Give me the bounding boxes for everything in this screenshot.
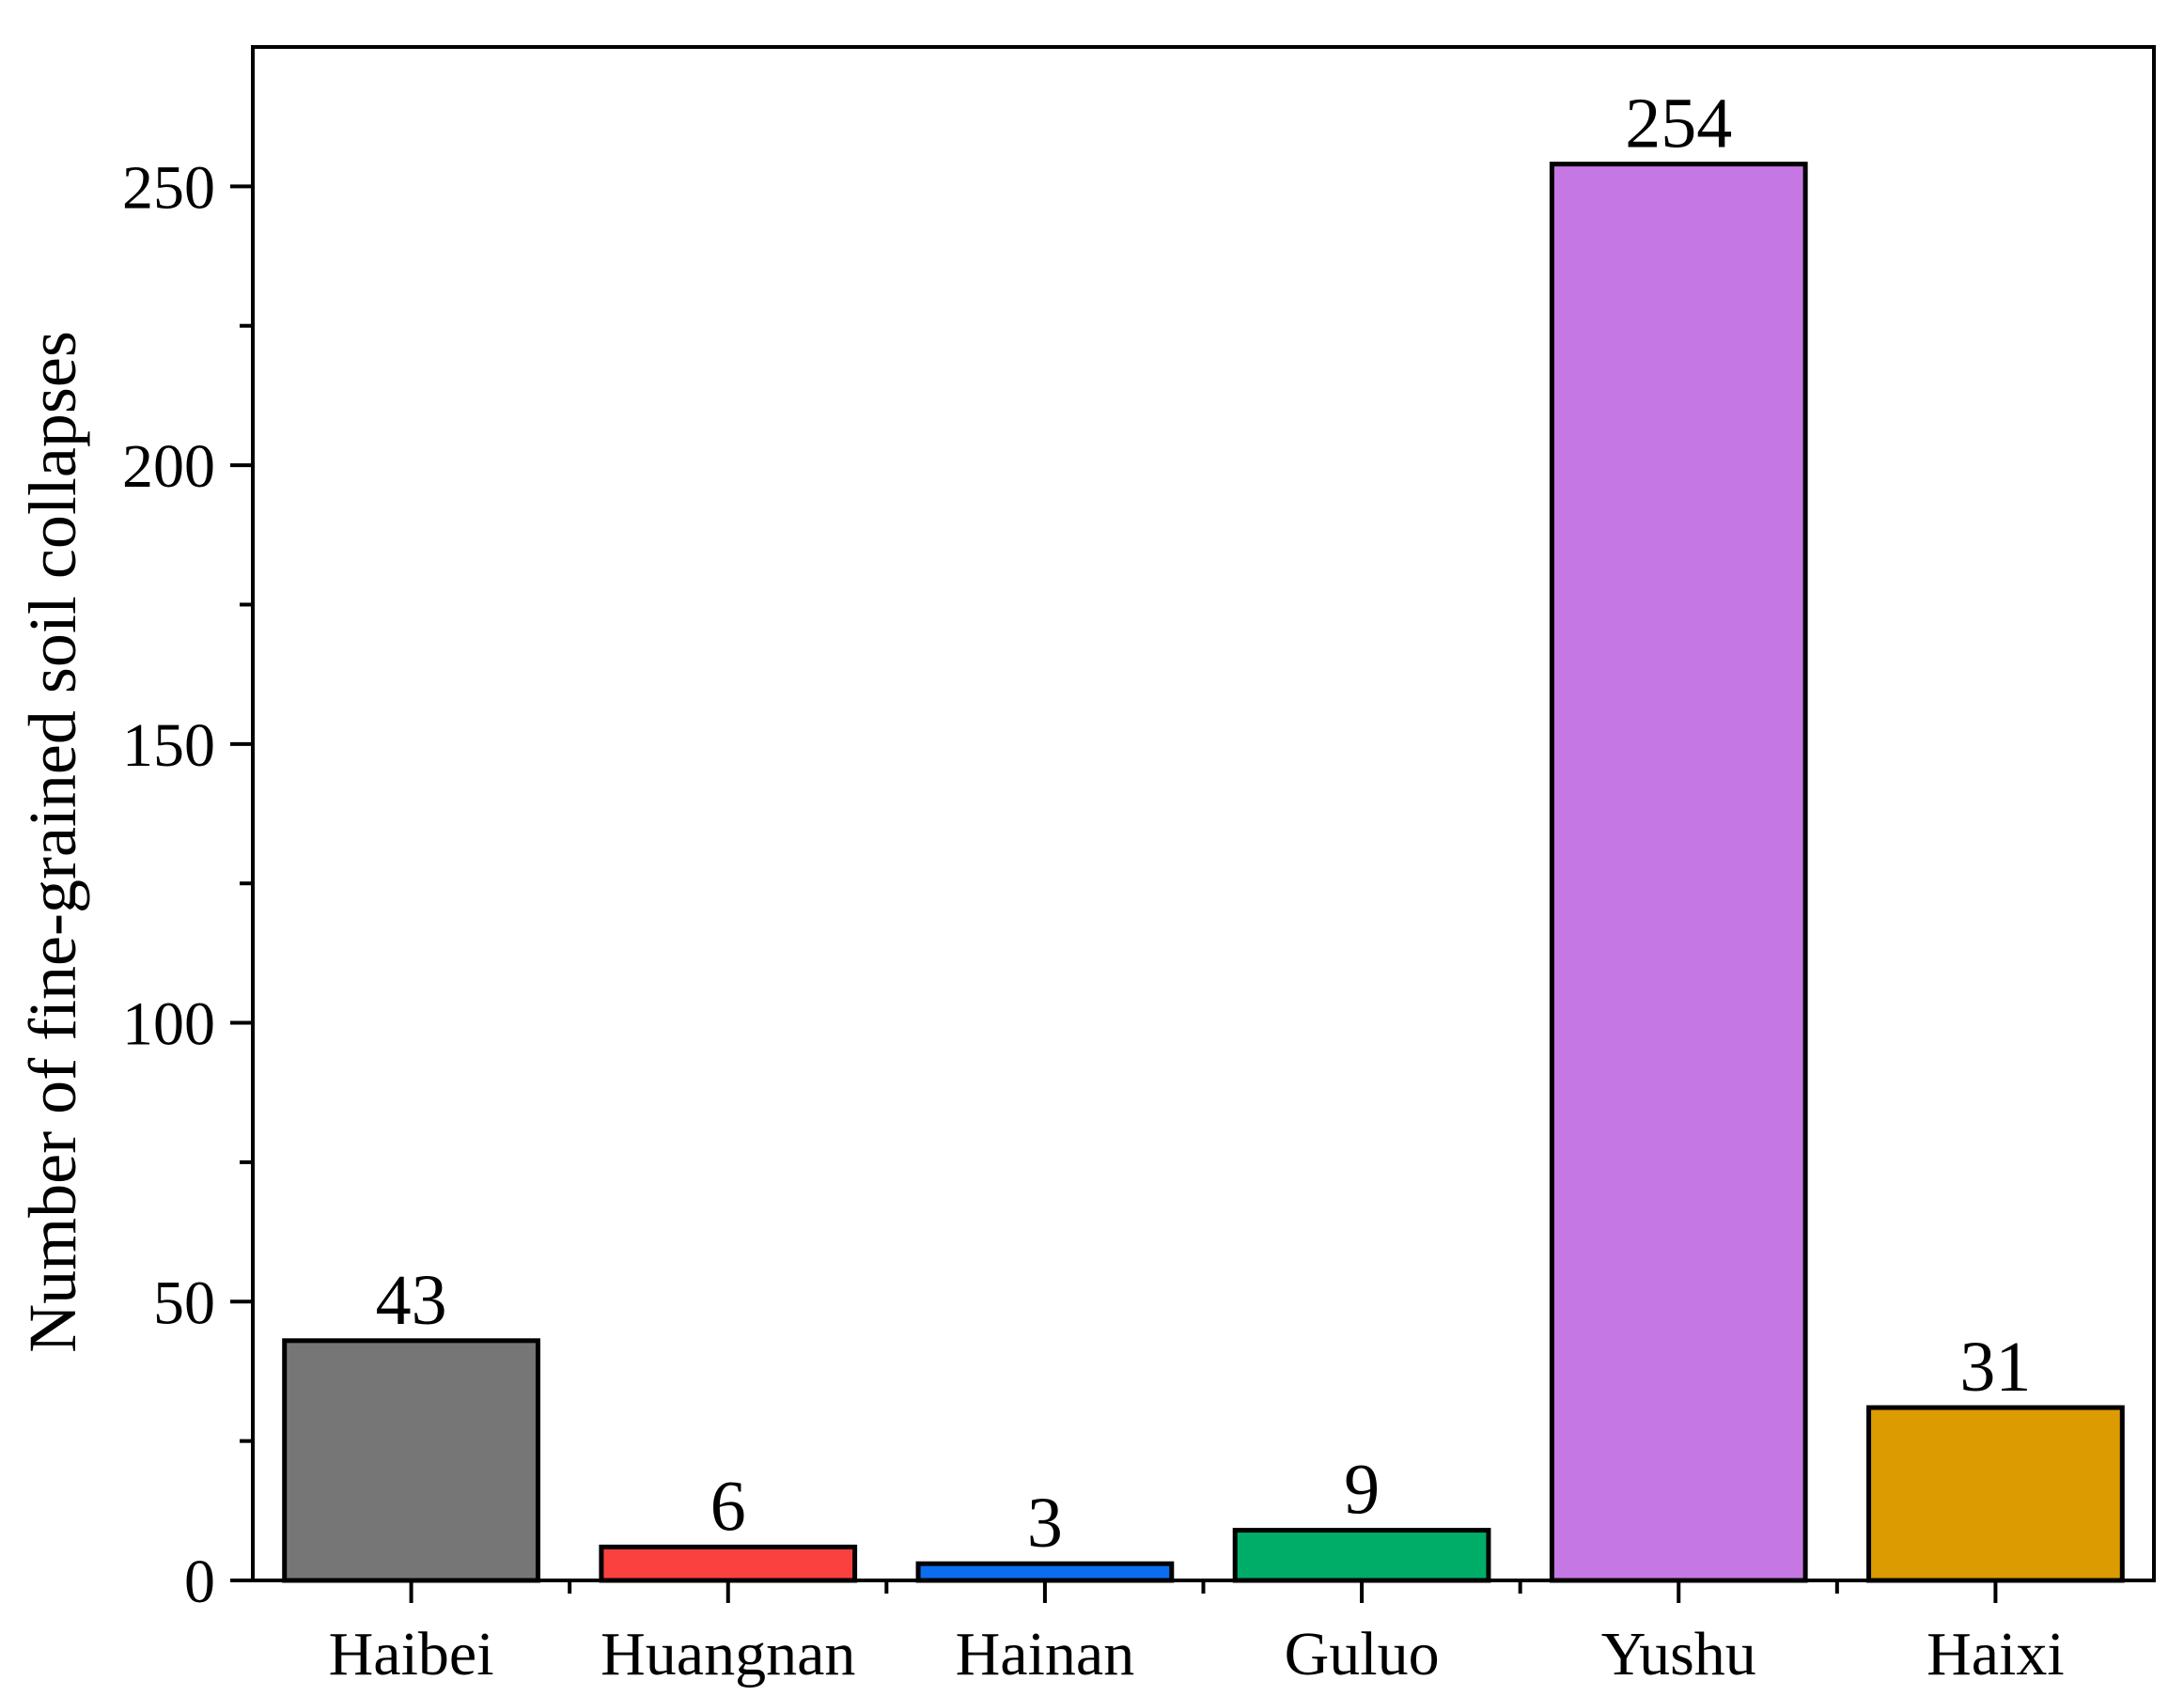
- bar-haibei: [282, 1338, 540, 1583]
- bar-yushu: [1549, 162, 1808, 1583]
- bar-haixi: [1866, 1405, 2125, 1583]
- bar-value-label: 43: [376, 1261, 447, 1340]
- bar-value-label: 3: [1027, 1484, 1063, 1563]
- y-tick-label: 250: [122, 153, 215, 222]
- bar-value-label: 31: [1959, 1328, 2031, 1407]
- y-tick-label: 200: [122, 432, 215, 501]
- value-labels-layer: 43 6 3 9 254 31: [376, 85, 2032, 1564]
- x-tick-label: Guluo: [1285, 1620, 1440, 1688]
- x-tick-label: Hainan: [956, 1620, 1135, 1688]
- bar-value-label: 254: [1625, 85, 1732, 163]
- x-axis: Haibei Huangnan Hainan Guluo Yushu Haixi: [329, 1580, 2065, 1688]
- plot-frame: [251, 45, 2156, 1582]
- y-tick-label: 0: [184, 1548, 215, 1616]
- bar-huangnan: [599, 1544, 858, 1583]
- y-tick-label: 150: [122, 711, 215, 780]
- y-axis-title: Number of fine-grained soil collapses: [15, 331, 90, 1353]
- bar-value-label: 9: [1344, 1451, 1380, 1530]
- bar-value-label: 6: [710, 1467, 746, 1546]
- bars-layer: [282, 162, 2125, 1583]
- bar-guluo: [1232, 1528, 1491, 1583]
- x-tick-label: Haibei: [329, 1620, 494, 1688]
- x-tick-label: Haixi: [1927, 1620, 2065, 1688]
- y-tick-label: 100: [122, 990, 215, 1059]
- bar-hainan: [915, 1561, 1175, 1583]
- y-tick-label: 50: [153, 1268, 215, 1337]
- x-tick-label: Yushu: [1601, 1620, 1756, 1688]
- y-axis: 0 50 100 150 200 250: [122, 153, 253, 1616]
- x-tick-label: Huangnan: [601, 1620, 855, 1688]
